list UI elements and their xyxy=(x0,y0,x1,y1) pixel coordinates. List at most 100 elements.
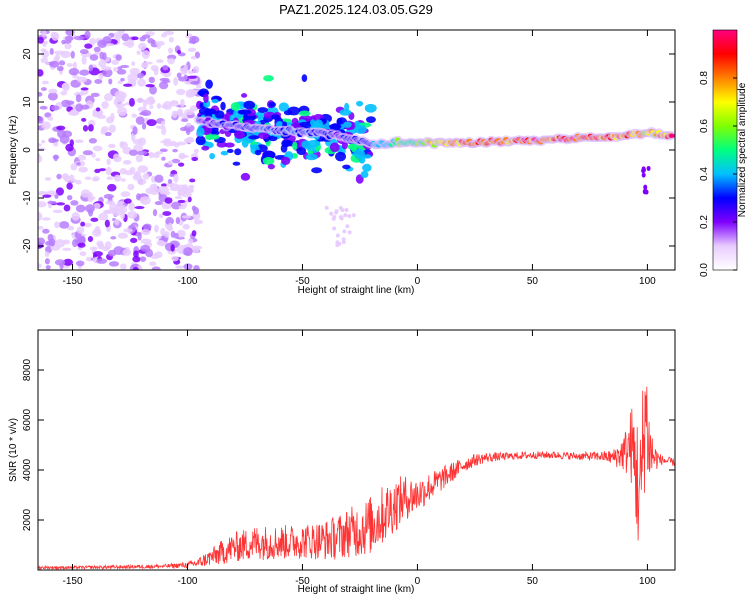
spectrum-blob xyxy=(296,146,307,156)
spectrum-noise-blob xyxy=(128,97,135,107)
spectrum-blob xyxy=(643,184,648,190)
spectrum-noise-blob xyxy=(162,64,169,71)
spectrum-noise-blob xyxy=(177,199,186,204)
spectrum-noise-blob xyxy=(122,248,132,256)
x-tick-label: -100 xyxy=(177,276,197,287)
x-tick-label: 0 xyxy=(415,276,421,287)
spectrum-noise-blob xyxy=(103,93,113,102)
spectrum-noise-blob xyxy=(160,183,168,187)
spectrum-blob xyxy=(214,110,225,119)
spectrum-noise-blob xyxy=(153,68,159,76)
y-tick-label: 2000 xyxy=(22,508,33,531)
spectrum-noise-blob xyxy=(188,89,200,95)
spectrum-noise-blob xyxy=(141,34,151,39)
spectrum-noise-blob xyxy=(76,162,81,166)
spectrum-blob xyxy=(220,101,226,111)
spectrum-noise-blob xyxy=(154,251,163,259)
spectrum-noise-blob xyxy=(125,39,135,48)
y-tick-label: 20 xyxy=(22,48,33,60)
spectrum-blob xyxy=(205,79,213,89)
spectrum-noise-blob xyxy=(120,191,131,198)
spectrum-noise-blob xyxy=(187,196,192,203)
spectrum-noise-blob xyxy=(49,48,54,55)
spectrum-noise-blob xyxy=(44,258,50,265)
spectrum-noise-blob xyxy=(118,200,125,205)
spectrum-noise-blob xyxy=(108,78,113,85)
spectrum-blob xyxy=(267,163,275,170)
spectrum-blob xyxy=(305,153,318,161)
spectrum-noise-blob xyxy=(101,101,109,109)
spectrogram-x-label: Height of straight line (km) xyxy=(298,285,415,296)
spectrum-noise-blob xyxy=(329,211,334,216)
spectrum-noise-blob xyxy=(188,238,194,245)
spectrum-blob xyxy=(198,107,211,116)
spectrum-ridge-point xyxy=(668,133,675,139)
spectrum-blob xyxy=(201,145,210,151)
spectrum-noise-blob xyxy=(88,138,98,144)
spectrum-noise-blob xyxy=(93,202,101,209)
spectrum-noise-blob xyxy=(99,51,105,60)
spectrum-noise-blob xyxy=(64,35,74,42)
spectrum-blob xyxy=(271,114,281,120)
spectrum-noise-blob xyxy=(332,215,337,220)
y-tick-label: 10 xyxy=(22,96,33,108)
y-tick-label: -20 xyxy=(22,238,33,253)
spectrum-noise-blob xyxy=(53,154,58,162)
spectrum-noise-blob xyxy=(76,226,85,234)
spectrum-noise-blob xyxy=(142,172,150,180)
spectrum-noise-blob xyxy=(94,79,103,84)
spectrum-noise-blob xyxy=(161,104,169,109)
spectrum-noise-blob xyxy=(96,258,108,264)
spectrum-noise-blob xyxy=(76,76,88,83)
spectrum-blob xyxy=(301,74,308,82)
spectrum-noise-blob xyxy=(66,182,73,190)
spectrum-noise-blob xyxy=(123,83,133,87)
spectrum-noise-blob xyxy=(104,241,112,250)
spectrum-noise-blob xyxy=(83,222,92,228)
spectrum-noise-blob xyxy=(41,49,50,59)
spectrum-noise-blob xyxy=(178,162,185,167)
spectrum-noise-blob xyxy=(169,173,175,178)
spectrum-blob xyxy=(301,140,311,149)
colorbar-tick-label: 0.0 xyxy=(699,263,710,277)
spectrum-blob xyxy=(257,107,269,113)
spectrum-blob xyxy=(262,156,275,165)
spectrum-blob xyxy=(343,121,352,128)
spectrum-noise-blob xyxy=(182,223,190,230)
spectrum-noise-blob xyxy=(87,236,94,243)
spectrum-noise-blob xyxy=(163,231,170,238)
spectrum-noise-blob xyxy=(105,43,115,47)
spectrum-noise-blob xyxy=(164,197,173,204)
spectrum-noise-blob xyxy=(92,176,100,182)
spectrum-noise-blob xyxy=(178,205,187,210)
spectrum-noise-blob xyxy=(48,88,58,94)
spectrum-noise-blob xyxy=(108,124,116,133)
spectrum-noise-blob xyxy=(131,113,137,118)
spectrum-noise-blob xyxy=(62,258,74,266)
spectrum-noise-blob xyxy=(54,221,60,229)
spectrum-noise-blob xyxy=(137,165,149,173)
spectrum-noise-blob xyxy=(178,76,188,82)
colorbar: 0.0 0.2 0.4 0.6 0.8 Normalized spectral ampl… xyxy=(699,29,748,277)
spectrum-noise-blob xyxy=(156,59,164,64)
spectrum-noise-blob xyxy=(167,178,173,184)
spectrum-noise-blob xyxy=(88,64,94,72)
spectrum-blob xyxy=(224,142,235,148)
spectrum-noise-blob xyxy=(55,187,64,196)
figure-title: PAZ1.2025.124.03.05.G29 xyxy=(279,2,433,17)
spectrum-noise-blob xyxy=(189,178,196,183)
spectrum-noise-blob xyxy=(47,116,54,121)
spectrum-noise-blob xyxy=(104,209,111,214)
spectrum-noise-blob xyxy=(44,112,52,118)
spectrum-noise-blob xyxy=(335,242,340,247)
spectrum-noise-blob xyxy=(158,213,164,219)
spectrum-noise-blob xyxy=(177,49,182,55)
spectrum-noise-blob xyxy=(108,261,120,267)
spectrum-noise-blob xyxy=(147,96,155,103)
spectrum-noise-blob xyxy=(54,259,66,266)
spectrum-noise-blob xyxy=(163,138,172,143)
spectrum-blob xyxy=(310,119,316,127)
spectrum-noise-blob xyxy=(324,205,329,210)
spectrum-blob xyxy=(360,170,369,179)
